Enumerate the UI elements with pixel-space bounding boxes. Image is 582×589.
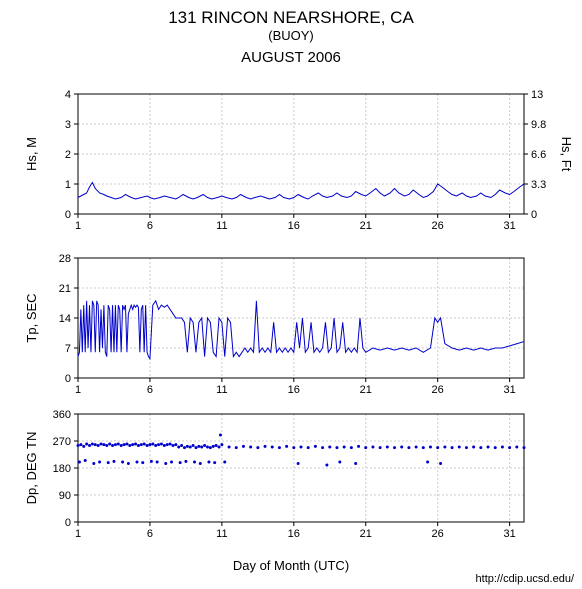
svg-text:31: 31 <box>503 528 515 540</box>
svg-text:6: 6 <box>147 528 153 540</box>
credit-link: http://cdip.ucsd.edu/ <box>476 573 574 585</box>
plot-svg: 0123403.36.69.813Hs, Ft161116212631Hs, M… <box>0 78 582 548</box>
svg-text:26: 26 <box>432 220 444 232</box>
svg-text:1: 1 <box>75 384 81 396</box>
svg-text:28: 28 <box>59 253 71 265</box>
x-axis-label: Day of Month (UTC) <box>0 558 582 573</box>
svg-text:16: 16 <box>288 220 300 232</box>
svg-text:1: 1 <box>75 220 81 232</box>
svg-text:21: 21 <box>360 220 372 232</box>
svg-text:Tp, SEC: Tp, SEC <box>24 293 39 342</box>
svg-text:16: 16 <box>288 528 300 540</box>
svg-text:26: 26 <box>432 384 444 396</box>
svg-text:9.8: 9.8 <box>531 119 546 131</box>
svg-text:4: 4 <box>65 89 71 101</box>
svg-text:6.6: 6.6 <box>531 149 546 161</box>
svg-text:31: 31 <box>503 220 515 232</box>
svg-text:14: 14 <box>59 313 71 325</box>
svg-text:Hs, M: Hs, M <box>24 137 39 171</box>
svg-text:6: 6 <box>147 220 153 232</box>
svg-text:Dp, DEG TN: Dp, DEG TN <box>24 432 39 505</box>
svg-text:21: 21 <box>59 283 71 295</box>
svg-text:16: 16 <box>288 384 300 396</box>
svg-text:2: 2 <box>65 149 71 161</box>
svg-text:360: 360 <box>53 409 71 421</box>
svg-text:Hs, Ft: Hs, Ft <box>559 137 574 172</box>
svg-text:3: 3 <box>65 119 71 131</box>
svg-text:180: 180 <box>53 463 71 475</box>
svg-text:1: 1 <box>75 528 81 540</box>
main-title: 131 RINCON NEARSHORE, CA <box>0 8 582 28</box>
svg-text:90: 90 <box>59 490 71 502</box>
svg-text:26: 26 <box>432 528 444 540</box>
svg-text:21: 21 <box>360 384 372 396</box>
svg-text:6: 6 <box>147 384 153 396</box>
svg-text:0: 0 <box>531 209 537 221</box>
svg-text:0: 0 <box>65 517 71 529</box>
svg-text:270: 270 <box>53 436 71 448</box>
svg-text:31: 31 <box>503 384 515 396</box>
svg-text:3.3: 3.3 <box>531 179 546 191</box>
chart-container: 131 RINCON NEARSHORE, CA (BUOY) AUGUST 2… <box>0 8 582 589</box>
svg-text:11: 11 <box>216 528 227 540</box>
svg-text:0: 0 <box>65 373 71 385</box>
svg-text:13: 13 <box>531 89 543 101</box>
svg-text:11: 11 <box>216 384 227 396</box>
subtitle: (BUOY) <box>0 28 582 43</box>
svg-text:1: 1 <box>65 179 71 191</box>
period-title: AUGUST 2006 <box>0 49 582 66</box>
svg-text:7: 7 <box>65 343 71 355</box>
svg-text:0: 0 <box>65 209 71 221</box>
svg-text:21: 21 <box>360 528 372 540</box>
svg-text:11: 11 <box>216 220 227 232</box>
